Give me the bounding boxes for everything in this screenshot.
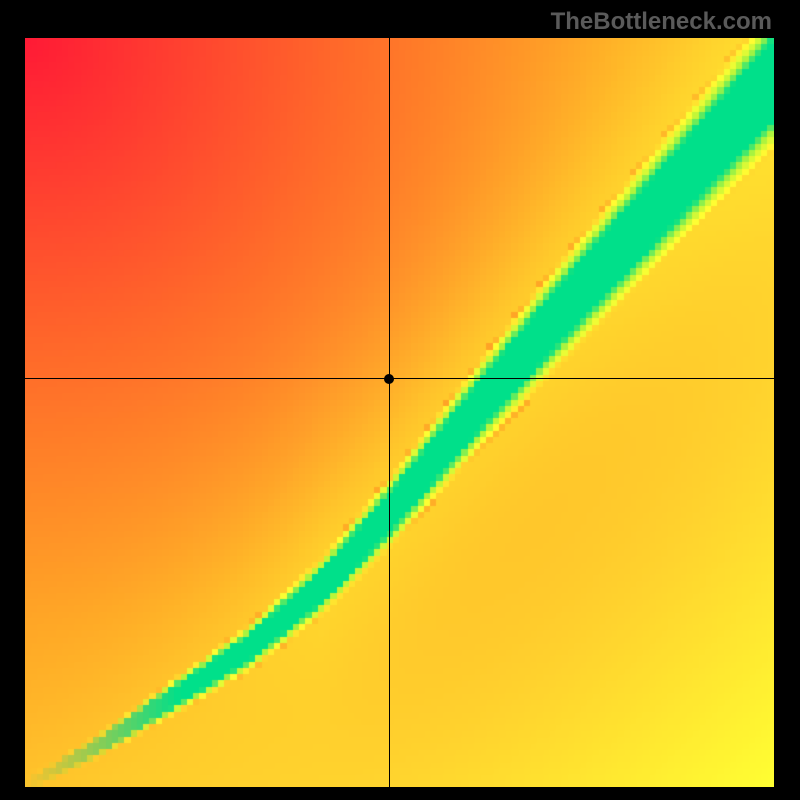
heatmap-canvas xyxy=(25,38,774,787)
crosshair-vertical xyxy=(389,38,390,787)
crosshair-horizontal xyxy=(25,378,774,379)
chart-container: TheBottleneck.com xyxy=(0,0,800,800)
watermark-text: TheBottleneck.com xyxy=(551,8,772,36)
crosshair-marker-dot xyxy=(384,374,394,384)
